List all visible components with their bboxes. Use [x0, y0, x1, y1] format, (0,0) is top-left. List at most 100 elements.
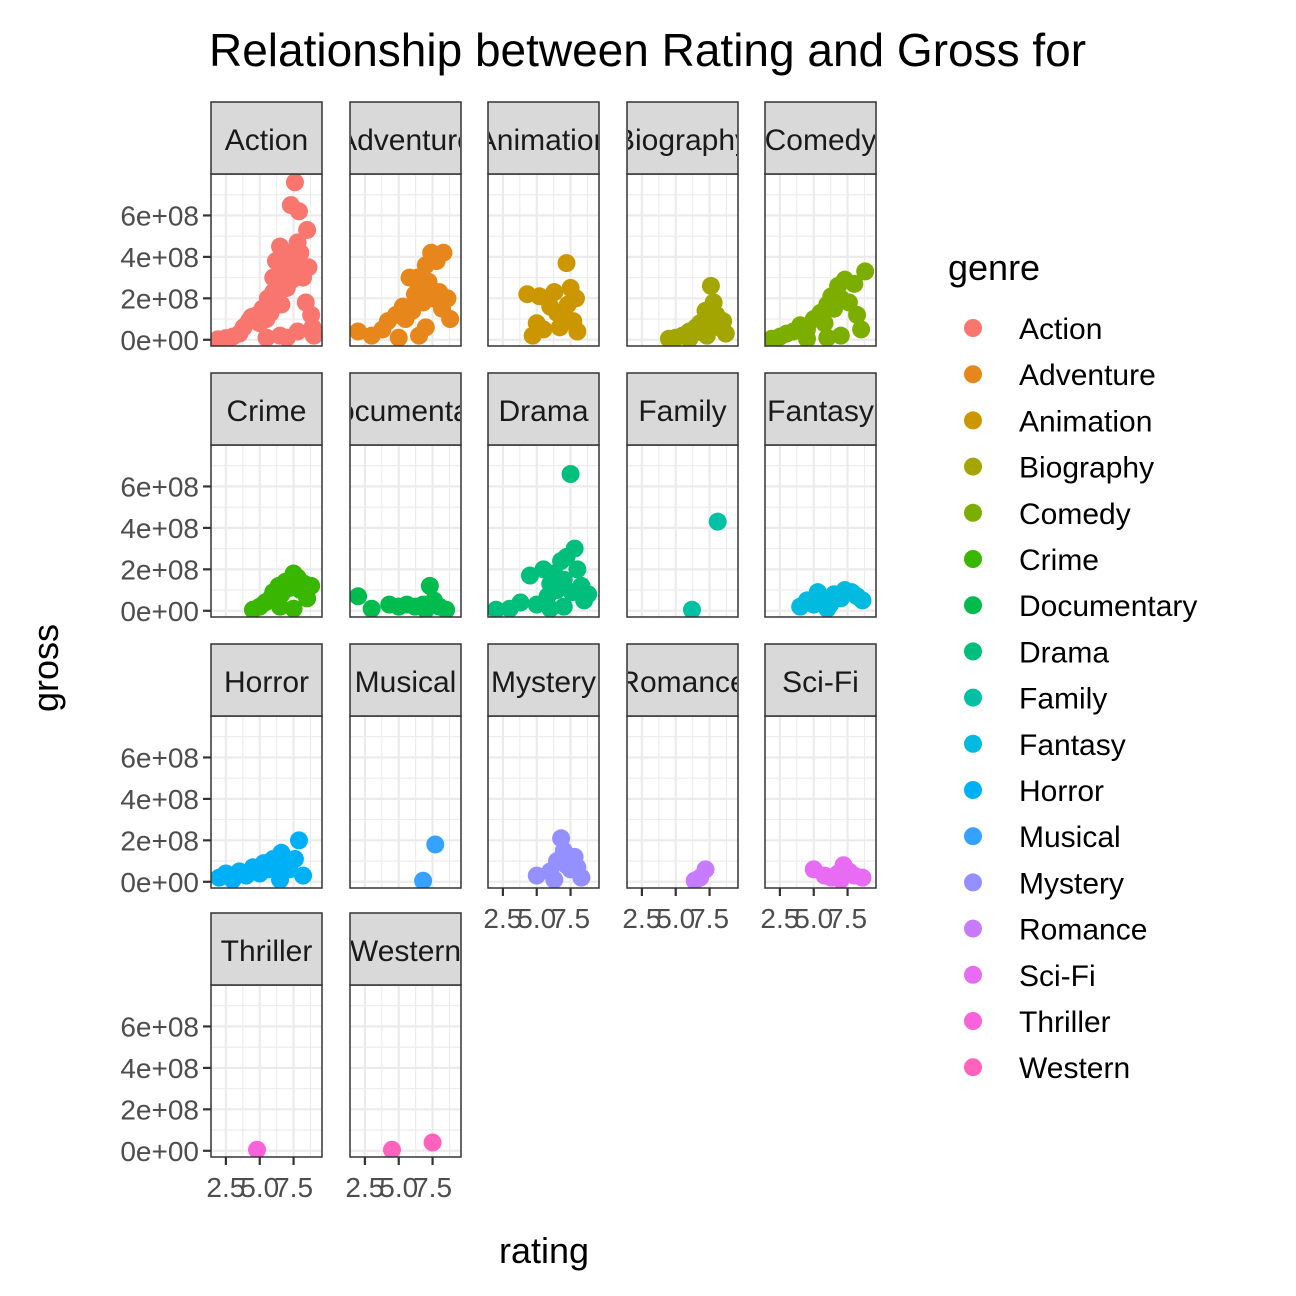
strip-label: Western — [350, 935, 461, 968]
strip-label: Comedy — [765, 124, 877, 157]
strip-label: Fantasy — [767, 395, 874, 428]
data-point — [527, 866, 546, 885]
data-point — [423, 1133, 442, 1152]
panel-background — [350, 445, 461, 617]
strip-label: Adventure — [337, 124, 474, 157]
legend-label: Crime — [1019, 544, 1099, 577]
data-point — [554, 597, 573, 616]
y-tick-label: 4e+08 — [120, 242, 199, 273]
legend-item-crime: Crime — [964, 544, 1099, 577]
data-point — [350, 587, 368, 606]
data-point — [416, 600, 435, 617]
data-point — [856, 262, 875, 281]
data-point — [441, 310, 460, 329]
legend-key — [964, 550, 982, 568]
facet-strip: Family — [626, 372, 739, 446]
data-point — [289, 202, 308, 221]
data-point — [831, 870, 850, 888]
y-tick-label: 4e+08 — [120, 784, 199, 815]
x-tick-label: 2.5 — [206, 1172, 245, 1203]
x-tick-label: 5.0 — [794, 903, 833, 934]
points-crime — [243, 564, 321, 617]
panel-grid — [765, 443, 876, 617]
points-family — [682, 512, 727, 617]
data-point — [271, 870, 290, 888]
strip-label: Crime — [227, 395, 307, 428]
data-point — [382, 1140, 401, 1157]
legend-label: Documentary — [1019, 590, 1197, 623]
chart-title: Relationship between Rating and Gross fo… — [209, 24, 1086, 76]
points-horror — [211, 831, 313, 888]
strip-label: Biography — [615, 124, 750, 157]
legend-item-animation: Animation — [964, 405, 1152, 438]
legend-label: Thriller — [1019, 1006, 1111, 1039]
strip-label: Documentary — [316, 395, 494, 428]
facet-mystery: Mystery — [487, 643, 600, 889]
y-tick-label: 6e+08 — [120, 742, 199, 773]
legend-label: Romance — [1019, 914, 1147, 947]
facet-biography: Biography — [615, 101, 750, 347]
data-point — [852, 320, 871, 339]
facet-documentary: Documentary — [316, 372, 494, 618]
facet-strip: Drama — [487, 372, 600, 446]
facet-family: Family — [626, 372, 739, 618]
data-point — [294, 866, 313, 885]
facet-strip: Romance — [618, 643, 746, 717]
legend-item-horror: Horror — [964, 775, 1104, 808]
legend-label: Action — [1019, 313, 1102, 346]
legend-label: Mystery — [1019, 867, 1124, 900]
data-point — [848, 305, 867, 324]
data-point — [302, 576, 321, 595]
legend-key — [964, 1012, 982, 1030]
panel-grid — [627, 443, 738, 617]
data-point — [853, 868, 872, 887]
legend-key — [964, 827, 982, 846]
facet-sci-fi: Sci-Fi — [764, 643, 877, 889]
facet-romance: Romance — [618, 643, 746, 889]
data-point — [680, 329, 699, 346]
data-point — [565, 539, 584, 558]
points-animation — [518, 254, 587, 345]
data-point — [815, 314, 834, 333]
points-western — [382, 1133, 442, 1157]
legend-title: genre — [948, 247, 1040, 288]
points-thriller — [248, 1140, 267, 1157]
data-point — [557, 254, 576, 273]
facet-fantasy: Fantasy — [764, 372, 877, 618]
legend-item-biography: Biography — [964, 452, 1154, 485]
legend-item-action: Action — [964, 313, 1102, 346]
data-point — [545, 283, 564, 302]
facet-strip: Thriller — [210, 912, 323, 986]
x-tick-label: 2.5 — [483, 903, 522, 934]
strip-label: Drama — [498, 395, 588, 428]
legend-label: Western — [1019, 1052, 1130, 1085]
facet-strip: Musical — [349, 643, 462, 717]
data-point — [426, 835, 445, 854]
legend-label: Fantasy — [1019, 729, 1126, 762]
facet-strip: Adventure — [337, 101, 474, 175]
points-adventure — [350, 243, 460, 346]
facet-crime: Crime — [210, 372, 323, 618]
legend-label: Horror — [1019, 775, 1104, 808]
data-point — [696, 860, 715, 879]
facet-strip: Mystery — [487, 643, 600, 717]
panel-background — [350, 716, 461, 888]
legend-label: Adventure — [1019, 359, 1156, 392]
legend-key — [964, 965, 982, 984]
panel-background — [350, 985, 461, 1157]
strip-label: Romance — [618, 666, 746, 699]
data-point — [288, 322, 307, 341]
data-point — [434, 243, 453, 262]
legend-label: Comedy — [1019, 498, 1131, 531]
legend-key — [964, 734, 982, 753]
points-action — [211, 174, 322, 346]
legend-item-adventure: Adventure — [964, 359, 1156, 392]
strip-label: Sci-Fi — [782, 666, 859, 699]
y-tick-label: 2e+08 — [120, 554, 199, 585]
data-point — [797, 329, 816, 346]
data-point — [291, 243, 310, 262]
data-point — [541, 599, 560, 617]
facet-strip: Action — [210, 101, 323, 175]
x-tick-label: 5.0 — [517, 903, 556, 934]
data-point — [572, 868, 591, 887]
